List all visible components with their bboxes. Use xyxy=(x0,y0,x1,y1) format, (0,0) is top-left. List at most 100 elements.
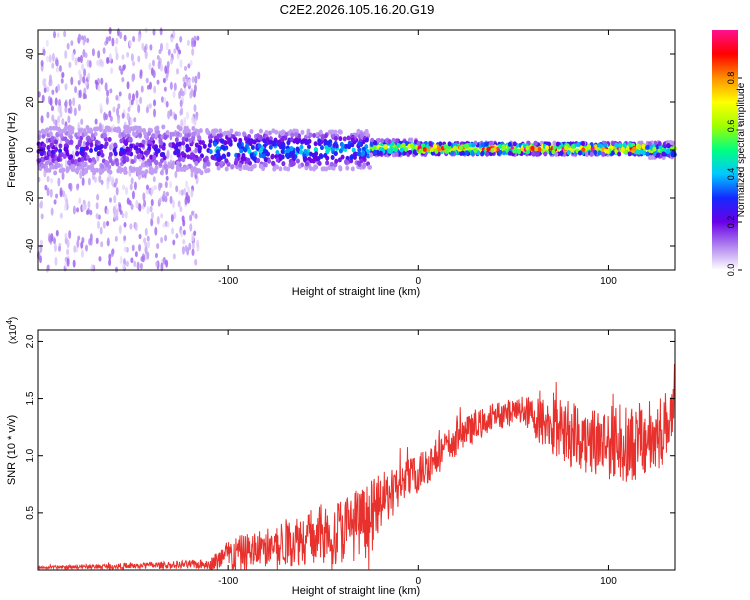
chart-title: C2E2.2026.105.16.20.G19 xyxy=(280,2,435,17)
heatmap-band-cell xyxy=(359,158,364,164)
heatmap-band-cell xyxy=(175,131,180,137)
heatmap-band-cell xyxy=(319,145,324,151)
heatmap-band-cell xyxy=(138,142,143,148)
heatmap-noise-cell xyxy=(84,52,88,59)
heatmap-band-cell xyxy=(271,160,276,166)
heatmap-noise-cell xyxy=(64,83,68,91)
heatmap-band-cell xyxy=(552,144,557,150)
heatmap-band-cell xyxy=(407,137,412,143)
heatmap-noise-cell xyxy=(139,262,143,270)
heatmap-noise-cell xyxy=(194,213,198,220)
heatmap-band-cell xyxy=(120,132,125,138)
heatmap-noise-cell xyxy=(174,113,178,121)
heatmap-band-cell xyxy=(85,141,90,147)
heatmap-band-cell xyxy=(559,150,564,156)
heatmap-band-cell xyxy=(359,133,364,139)
heatmap-band-cell xyxy=(261,153,266,159)
heatmap-band-cell xyxy=(256,157,261,163)
heatmap-noise-cell xyxy=(134,222,138,232)
heatmap-noise-cell xyxy=(180,229,184,238)
colorbar-tick-label: 0.4 xyxy=(726,168,736,181)
heatmap-noise-cell xyxy=(100,77,104,85)
heatmap-noise-cell xyxy=(137,55,141,63)
heatmap-band-cell xyxy=(356,151,361,157)
heatmap-noise-cell xyxy=(163,97,167,105)
heatmap-band-cell xyxy=(283,135,288,141)
heatmap-band-cell xyxy=(264,129,269,135)
heatmap-noise-cell xyxy=(165,175,169,181)
heatmap-band-cell xyxy=(362,155,367,161)
heatmap-noise-cell xyxy=(139,72,143,80)
heatmap-noise-cell xyxy=(152,176,156,183)
heatmap-noise-cell xyxy=(153,108,157,118)
heatmap-band-cell xyxy=(294,132,299,138)
heatmap-band-cell xyxy=(77,157,82,163)
heatmap-noise-cell xyxy=(193,84,197,93)
colorbar-ticks: 0.0 0.2 0.4 0.6 0.8 xyxy=(726,72,742,276)
heatmap-band-cell xyxy=(258,128,263,134)
heatmap-noise-cell xyxy=(127,106,131,112)
heatmap-noise-cell xyxy=(162,256,166,263)
heatmap-band-cell xyxy=(69,154,74,160)
heatmap-noise-cell xyxy=(60,78,64,84)
heatmap-band-cell xyxy=(534,146,539,152)
heatmap-band-cell xyxy=(468,142,473,148)
heatmap-band-cell xyxy=(234,157,239,163)
heatmap-band-cell xyxy=(325,160,330,166)
heatmap-band-cell xyxy=(249,138,254,144)
heatmap-noise-cell xyxy=(115,186,119,196)
heatmap-band-cell xyxy=(486,146,491,152)
heatmap-noise-cell xyxy=(190,171,194,178)
heatmap-noise-cell xyxy=(49,188,53,198)
heatmap-band-cell xyxy=(230,164,235,170)
snr-multiplier: (x104) xyxy=(5,317,19,344)
heatmap-noise-cell xyxy=(94,118,98,125)
heatmap-band-cell xyxy=(159,140,164,146)
heatmap-noise-cell xyxy=(142,192,146,202)
heatmap-noise-cell xyxy=(184,65,188,71)
heatmap-band-cell xyxy=(171,131,176,137)
heatmap-band-cell xyxy=(234,131,239,137)
heatmap-noise-cell xyxy=(181,246,185,255)
heatmap-band-cell xyxy=(125,147,130,153)
heatmap-noise-cell xyxy=(184,244,188,252)
heatmap-noise-cell xyxy=(110,142,114,150)
heatmap-band-cell xyxy=(333,129,338,135)
heatmap-band-cell xyxy=(480,150,485,156)
heatmap-band-cell xyxy=(370,137,375,143)
heatmap-noise-cell xyxy=(124,186,128,196)
heatmap-noise-cell xyxy=(61,71,65,79)
heatmap-band-cell xyxy=(546,141,551,147)
snr-multiplier-base: (x10 xyxy=(8,324,19,344)
heatmap-band-cell xyxy=(485,151,490,157)
heatmap-band-cell xyxy=(611,141,616,147)
heatmap-noise-cell xyxy=(126,81,130,90)
heatmap-noise-cell xyxy=(46,264,50,271)
heatmap-band-cell xyxy=(80,161,85,167)
heatmap-band-cell xyxy=(597,150,602,156)
heatmap-band-cell xyxy=(159,170,164,176)
heatmap-noise-cell xyxy=(191,76,195,84)
heatmap-band-cell xyxy=(314,156,319,162)
heatmap-band-cell xyxy=(308,132,313,138)
heatmap-band-cell xyxy=(350,142,355,148)
heatmap-noise-cell xyxy=(193,230,197,236)
heatmap-band-cell xyxy=(422,146,427,152)
heatmap-noise-cell xyxy=(39,239,43,246)
heatmap-noise-cell xyxy=(100,179,104,185)
heatmap-noise-cell xyxy=(157,60,161,70)
heatmap-noise-cell xyxy=(86,37,90,44)
heatmap-band-cell xyxy=(90,161,95,167)
heatmap-band-cell xyxy=(213,141,218,147)
heatmap-band-cell xyxy=(83,131,88,137)
heatmap-band-cell xyxy=(147,131,152,137)
heatmap-band-cell xyxy=(156,129,161,135)
heatmap-band-cell xyxy=(461,150,466,156)
heatmap-noise-cell xyxy=(131,244,135,252)
heatmap-noise-cell xyxy=(153,99,157,107)
heatmap-band-cell xyxy=(589,151,594,157)
heatmap-band-cell xyxy=(378,150,383,156)
colorbar: 0.0 0.2 0.4 0.6 0.8 Normalized spectral ampl… xyxy=(712,30,747,276)
heatmap-band-cell xyxy=(286,148,291,154)
